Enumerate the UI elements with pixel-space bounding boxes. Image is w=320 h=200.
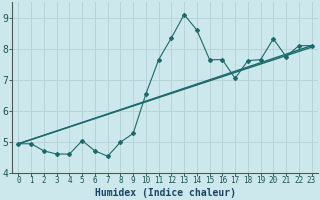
X-axis label: Humidex (Indice chaleur): Humidex (Indice chaleur) bbox=[94, 188, 236, 198]
